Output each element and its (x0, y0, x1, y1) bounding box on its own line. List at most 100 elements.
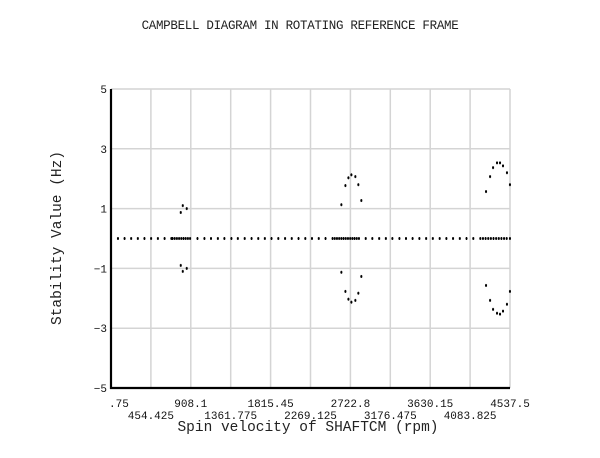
data-point-mark (365, 237, 367, 240)
data-point-mark (223, 237, 225, 240)
data-point-mark (385, 237, 387, 240)
data-point-mark (452, 237, 454, 240)
data-point-mark (244, 237, 246, 240)
data-point-mark (332, 237, 334, 240)
data-point-mark (344, 289, 346, 293)
data-point-mark (257, 237, 259, 240)
x-tick-label: 454.425 (128, 411, 174, 423)
data-point-mark (490, 237, 492, 240)
data-point-mark (509, 183, 511, 187)
data-point-mark (354, 175, 356, 179)
data-point-mark (117, 237, 119, 240)
data-point-mark (500, 237, 502, 240)
data-point-mark (495, 237, 497, 240)
data-point-mark (174, 237, 176, 240)
data-point-mark (180, 237, 182, 240)
data-point-mark (503, 237, 505, 240)
data-point-mark (496, 311, 498, 315)
data-point-mark (345, 237, 347, 240)
data-point-mark (485, 283, 487, 287)
y-tick-label: 1 (100, 205, 107, 217)
data-point-mark (482, 237, 484, 240)
data-point-mark (354, 237, 356, 240)
data-point-mark (499, 312, 501, 316)
data-point-mark (357, 183, 359, 187)
data-point-mark (182, 237, 184, 240)
data-point-mark (178, 237, 180, 240)
data-point-mark (325, 237, 327, 240)
data-point-mark (186, 207, 188, 211)
data-point-mark (182, 204, 184, 208)
data-point-mark (485, 190, 487, 194)
data-point-mark (176, 237, 178, 240)
data-point-mark (492, 307, 494, 311)
data-point-mark (203, 237, 205, 240)
data-point-mark (343, 237, 345, 240)
data-point-mark (349, 237, 351, 240)
y-axis-label: Stability Value (Hz) (50, 151, 66, 325)
data-point-mark (506, 171, 508, 175)
x-tick-label: 908.1 (174, 399, 207, 411)
data-point-mark (340, 237, 342, 240)
data-point-mark (371, 237, 373, 240)
data-point-mark (157, 237, 159, 240)
data-point-mark (336, 237, 338, 240)
y-tick-label: 3 (100, 145, 107, 157)
data-point-mark (217, 237, 219, 240)
data-point-mark (479, 237, 481, 240)
data-point-mark (489, 298, 491, 302)
data-points (116, 161, 511, 316)
data-point-mark (182, 269, 184, 273)
data-point-mark (351, 237, 353, 240)
data-point-mark (425, 237, 427, 240)
x-tick-label: 4083.825 (444, 411, 497, 423)
tick-labels: .75454.425908.11361.7751815.452269.12527… (94, 85, 530, 423)
data-point-mark (445, 237, 447, 240)
data-point-mark (251, 237, 253, 240)
data-point-mark (237, 237, 239, 240)
data-point-mark (412, 237, 414, 240)
data-point-mark (137, 237, 139, 240)
data-point-mark (459, 237, 461, 240)
data-point-mark (271, 237, 273, 240)
data-point-mark (186, 266, 188, 270)
data-point-mark (509, 289, 511, 293)
data-point-mark (264, 237, 266, 240)
data-point-mark (291, 237, 293, 240)
data-point-mark (489, 175, 491, 179)
data-point-mark (298, 237, 300, 240)
data-point-mark (130, 237, 132, 240)
data-point-mark (354, 298, 356, 302)
data-point-mark (360, 199, 362, 203)
data-point-mark (230, 237, 232, 240)
data-point-mark (496, 161, 498, 165)
data-point-mark (340, 203, 342, 207)
data-point-mark (439, 237, 441, 240)
data-point-mark (358, 237, 360, 240)
data-point-mark (356, 237, 358, 240)
data-point-mark (338, 237, 340, 240)
data-point-mark (344, 184, 346, 188)
data-point-mark (180, 210, 182, 214)
data-point-mark (318, 237, 320, 240)
data-point-mark (472, 237, 474, 240)
y-tick-label: −3 (94, 324, 107, 336)
x-tick-label: 1361.775 (204, 411, 257, 423)
data-point-mark (185, 237, 187, 240)
data-point-mark (210, 237, 212, 240)
data-point-mark (493, 237, 495, 240)
data-point-mark (180, 263, 182, 267)
data-point-mark (509, 237, 511, 240)
data-point-mark (432, 237, 434, 240)
data-point-mark (418, 237, 420, 240)
data-point-mark (466, 237, 468, 240)
data-point-mark (334, 237, 336, 240)
data-point-mark (277, 237, 279, 240)
data-point-mark (284, 237, 286, 240)
chart-title: CAMPBELL DIAGRAM IN ROTATING REFERENCE F… (141, 19, 459, 33)
data-point-mark (311, 237, 313, 240)
x-tick-label: 1815.45 (247, 399, 293, 411)
data-point-mark (398, 237, 400, 240)
data-point-mark (499, 161, 501, 165)
